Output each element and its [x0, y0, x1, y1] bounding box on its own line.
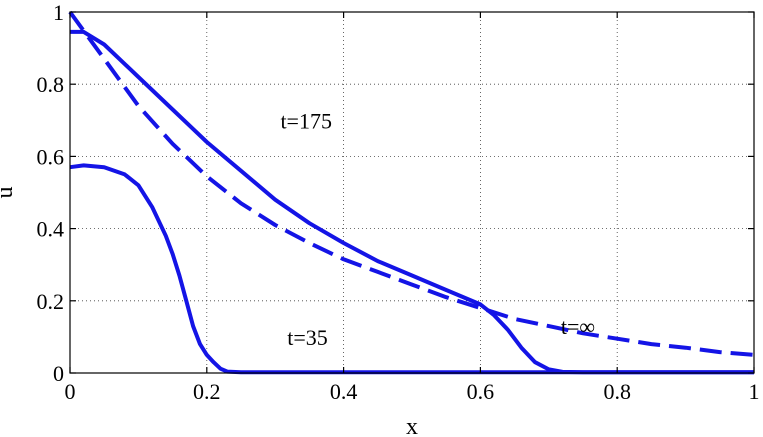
annotation-1: t=35	[287, 325, 328, 350]
series-line-t	[68, 10, 755, 357]
y-tick-label-0: 0	[53, 361, 64, 386]
series-lines	[68, 10, 755, 375]
annotation-0: t=175	[280, 108, 332, 133]
curve-annotations: t=175 t=35 t=∞	[280, 108, 595, 350]
y-tick-label-3: 0.6	[37, 144, 65, 169]
x-axis-label: x	[406, 414, 418, 437]
series-line-t-175	[70, 29, 754, 375]
series-line-t-35	[69, 163, 754, 375]
axis-ticks	[69, 11, 755, 374]
tick-labels: 0 0.2 0.4 0.6 0.8 1 0 0.2 0.4 0.6 0.8 1	[37, 0, 760, 404]
x-tick-label-3: 0.6	[467, 379, 495, 404]
annotation-2: t=∞	[561, 314, 595, 339]
x-tick-label-0: 0	[65, 379, 76, 404]
x-tick-label-2: 0.4	[330, 379, 358, 404]
x-tick-label-5: 1	[749, 379, 760, 404]
plot-frame	[69, 11, 755, 374]
y-tick-label-5: 1	[53, 0, 64, 25]
x-tick-label-4: 0.8	[603, 379, 631, 404]
y-tick-label-4: 0.8	[37, 72, 65, 97]
y-tick-label-2: 0.4	[37, 217, 65, 242]
y-axis-label: u	[0, 187, 18, 199]
y-tick-label-1: 0.2	[37, 289, 65, 314]
grid	[70, 12, 754, 373]
x-tick-label-1: 0.2	[193, 379, 221, 404]
